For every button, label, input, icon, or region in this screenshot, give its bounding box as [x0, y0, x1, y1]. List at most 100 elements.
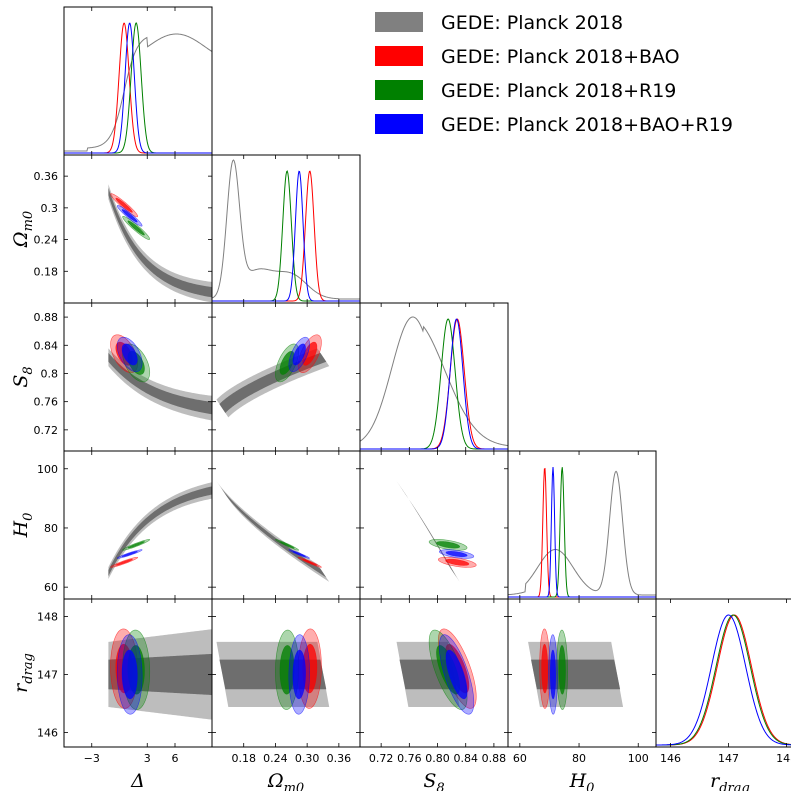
- contour-Delta-Omega_m0-GEDE-Planck-2018-BAO: [110, 193, 139, 218]
- panel-S8-r_drag: [396, 628, 477, 715]
- x-axis-label-Delta: Δ: [130, 770, 145, 791]
- panel-H0-r_drag: [528, 628, 624, 715]
- legend: GEDE: Planck 2018 GEDE: Planck 2018+BAO GE…: [375, 12, 733, 136]
- y-tick-label-Omega_m0: 0.36: [34, 170, 59, 183]
- x-tick-label-Omega_m0: 0.18: [231, 752, 256, 765]
- contour-S8-r_drag-GEDE-Planck-2018-BAO-R19: [438, 634, 475, 715]
- x-tick-label-Delta: −3: [84, 752, 100, 765]
- contour-Omega_m0-H0-planck2018: [216, 480, 330, 582]
- contour-Omega_m0-r_drag-GEDE-Planck-2018-R19: [275, 629, 300, 710]
- contour-1sigma: [279, 541, 295, 549]
- contour-inner: [399, 485, 457, 578]
- contour-H0-r_drag-GEDE-Planck-2018-BAO-R19: [548, 634, 558, 715]
- contour-1sigma: [121, 343, 138, 366]
- contour-1sigma: [302, 341, 318, 366]
- y-axis-label-S8: S8: [10, 366, 36, 387]
- y-tick-label-S8: 0.8: [41, 367, 59, 380]
- contour-Omega_m0-S8-GEDE-Planck-2018-BAO-R19: [288, 336, 310, 373]
- x-tick-label-Delta: 3: [144, 752, 151, 765]
- panel-Omega_m0-Omega_m0: [212, 159, 360, 302]
- legend-label-3: GEDE: Planck 2018+BAO+R19: [441, 114, 733, 136]
- marginal-Delta-GEDE-Planck-2018: [64, 33, 212, 152]
- y-axis-label-r_drag: rdrag: [10, 653, 36, 693]
- x-tick-label-S8: 0.84: [453, 752, 478, 765]
- marginal-H0-GEDE-Planck-2018: [508, 470, 656, 596]
- panel-Omega_m0-r_drag: [216, 628, 330, 715]
- x-tick-label-Omega_m0: 0.30: [295, 752, 320, 765]
- x-axis-label-H0: H0: [569, 770, 595, 791]
- contour-Delta-r_drag-GEDE-Planck-2018-BAO-R19: [116, 634, 143, 715]
- y-tick-label-Omega_m0: 0.18: [34, 265, 59, 278]
- contour-1sigma: [279, 645, 295, 695]
- contour-1sigma: [445, 551, 468, 557]
- contour-1sigma: [436, 541, 461, 549]
- panel-frame: [507, 450, 657, 600]
- legend-label-0: GEDE: Planck 2018: [441, 12, 623, 34]
- y-tick-label-Omega_m0: 0.24: [34, 234, 59, 247]
- contour-Omega_m0-H0-GEDE-Planck-2018-BAO-R19: [288, 549, 310, 559]
- x-tick-label-S8: 0.88: [482, 752, 507, 765]
- panel-Delta-r_drag: [108, 628, 212, 720]
- panel-H0-H0: [508, 466, 656, 598]
- contour-1sigma: [127, 220, 145, 236]
- x-axis-label-S8: S8: [423, 770, 444, 791]
- marginal-r_drag-GEDE-Planck-2018-R19: [656, 614, 791, 746]
- panel-S8-S8: [360, 316, 508, 450]
- contour-H0-r_drag-GEDE-Planck-2018-BAO: [539, 628, 551, 709]
- contour-1sigma: [292, 649, 306, 700]
- contour-1sigma: [121, 551, 138, 557]
- marginal-H0-GEDE-Planck-2018-BAO-R19: [508, 466, 656, 598]
- contour-Delta-H0-GEDE-Planck-2018-BAO: [110, 556, 139, 568]
- x-tick-label-S8: 0.76: [397, 752, 422, 765]
- panel-S8-H0: [396, 480, 477, 582]
- marginal-Delta-GEDE-Planck-2018-BAO-R19: [64, 22, 212, 154]
- contour-S8-H0-GEDE-Planck-2018-BAO: [437, 556, 477, 568]
- panel-r_drag-r_drag: [656, 614, 791, 746]
- legend-swatch-3: [375, 114, 423, 134]
- x-tick-label-S8: 0.80: [425, 752, 450, 765]
- contour-inner: [219, 485, 327, 578]
- y-axis-label-Omega_m0: Ωm0: [10, 211, 36, 248]
- panel-frame: [655, 598, 791, 748]
- contour-1sigma: [279, 350, 295, 375]
- y-axis-label-H0: H0: [10, 513, 36, 539]
- contour-1sigma: [445, 649, 468, 700]
- contour-1sigma: [445, 558, 470, 566]
- contour-Delta-S8-planck2018: [108, 348, 212, 421]
- contour-H0-r_drag-GEDE-Planck-2018-R19: [556, 629, 568, 710]
- marginal-Omega_m0-GEDE-Planck-2018-R19: [212, 170, 360, 302]
- marginal-Delta-GEDE-Planck-2018-BAO: [64, 22, 212, 154]
- contour-1sigma: [550, 649, 556, 700]
- marginal-Omega_m0-GEDE-Planck-2018: [212, 159, 360, 300]
- panel-Omega_m0-H0: [216, 480, 330, 582]
- contour-1sigma: [558, 645, 566, 695]
- contour-S8-H0-planck2018: [396, 480, 460, 582]
- contour-Delta-Omega_m0-GEDE-Planck-2018-R19: [122, 215, 151, 240]
- contour-Omega_m0-H0-GEDE-Planck-2018-R19: [275, 539, 300, 551]
- marginal-r_drag-GEDE-Planck-2018-BAO-R19: [656, 614, 791, 746]
- y-tick-label-H0: 80: [44, 522, 58, 535]
- contour-1sigma: [541, 643, 549, 694]
- x-tick-label-Omega_m0: 0.24: [263, 752, 288, 765]
- contour-Omega_m0-H0-GEDE-Planck-2018-BAO: [297, 556, 322, 568]
- contour-1sigma: [127, 541, 145, 549]
- y-tick-label-S8: 0.76: [34, 396, 59, 409]
- x-tick-label-H0: 100: [628, 752, 649, 765]
- contour-1sigma: [121, 649, 138, 700]
- x-axis-label-Omega_m0: Ωm0: [267, 770, 304, 791]
- y-tick-label-H0: 60: [44, 581, 58, 594]
- panel-Delta-H0: [108, 482, 212, 579]
- y-tick-label-Omega_m0: 0.3: [41, 202, 59, 215]
- x-tick-label-H0: 80: [572, 752, 586, 765]
- contour-Delta-H0-GEDE-Planck-2018-BAO-R19: [116, 549, 143, 559]
- panel-frame: [359, 450, 509, 600]
- contour-S8-H0-GEDE-Planck-2018-R19: [428, 539, 468, 551]
- panel-Delta-S8: [108, 334, 212, 421]
- contour-S8-H0-GEDE-Planck-2018-BAO-R19: [438, 549, 475, 559]
- contour-inner: [108, 187, 212, 298]
- contour-1sigma: [292, 551, 306, 557]
- marginal-Omega_m0-GEDE-Planck-2018-BAO: [212, 170, 360, 302]
- contour-Omega_m0-S8-GEDE-Planck-2018-BAO: [297, 334, 322, 374]
